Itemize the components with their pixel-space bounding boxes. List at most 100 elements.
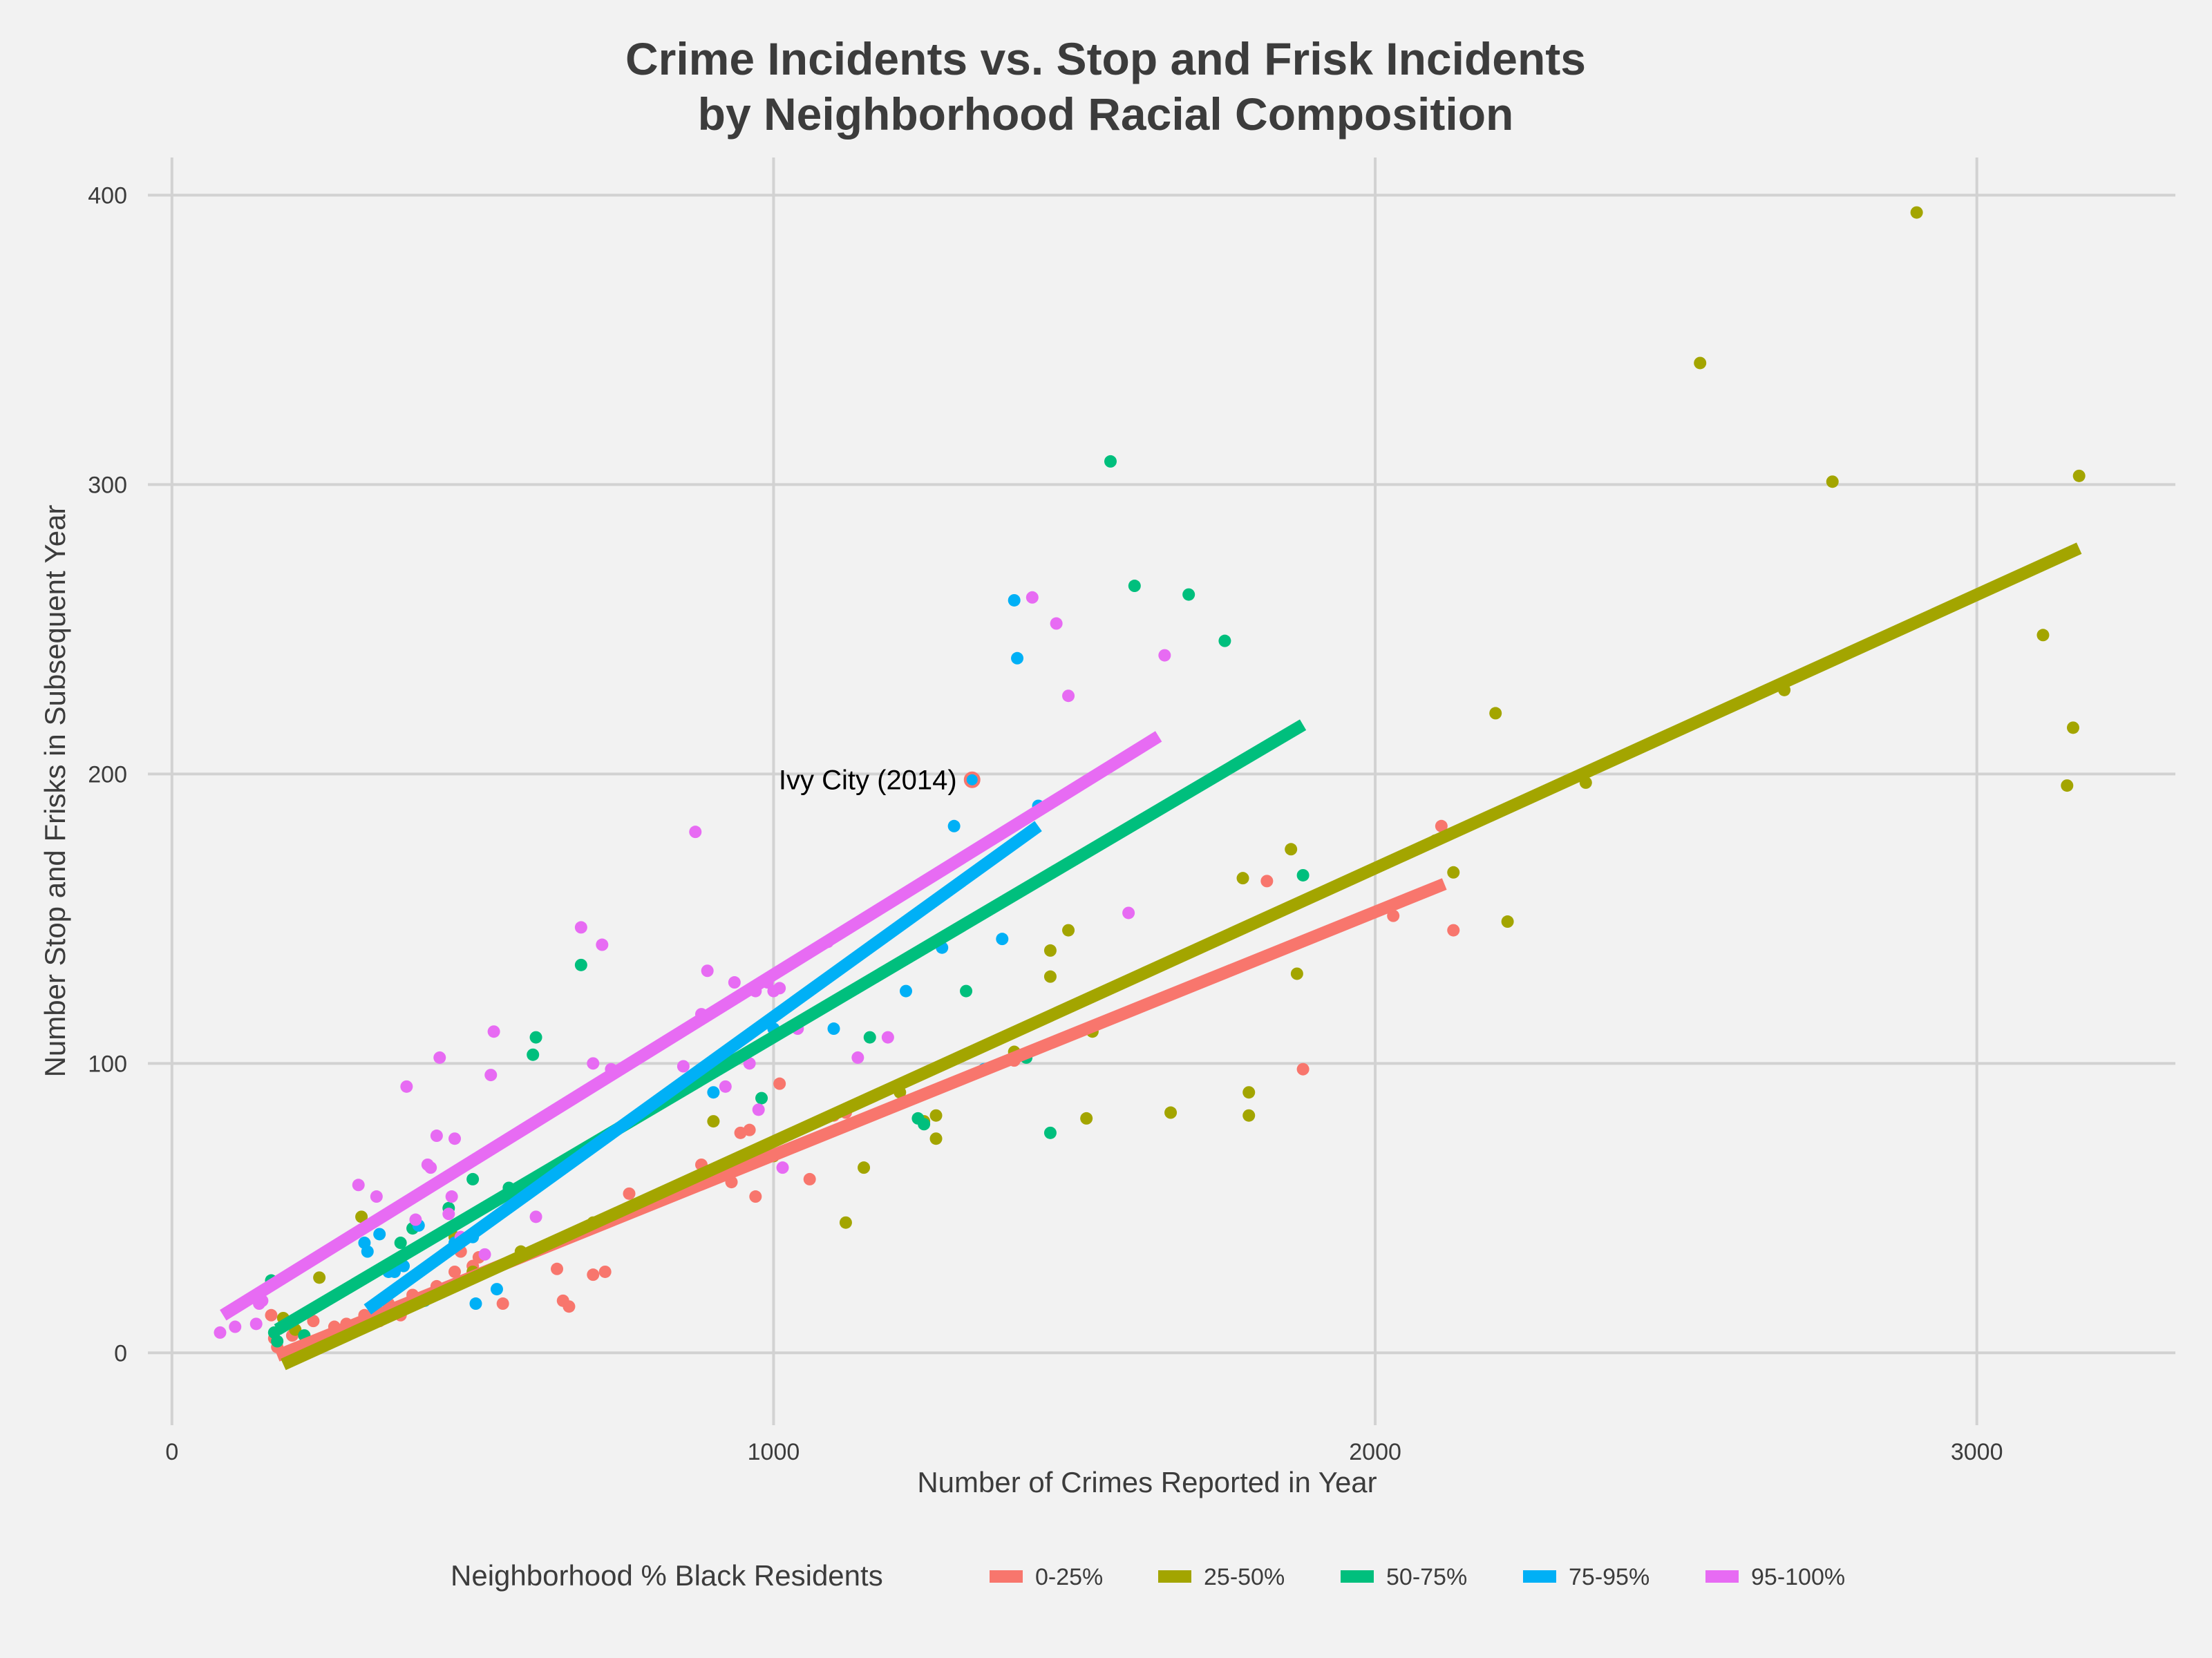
point-95-100-42 <box>1025 591 1039 604</box>
chart-title-line-1: Crime Incidents vs. Stop and Frisk Incid… <box>625 33 1586 84</box>
point-95-100-25 <box>677 1060 690 1073</box>
point-0-25-33 <box>773 1077 786 1090</box>
point-0-25-22 <box>551 1262 564 1275</box>
x-tick-label-3000: 3000 <box>1951 1439 2003 1465</box>
legend-label-0-25: 0-25% <box>1035 1564 1103 1590</box>
chart-title-line-2: by Neighborhood Racial Composition <box>698 88 1514 140</box>
point-25-50-24 <box>1242 1086 1256 1099</box>
point-50-75-2 <box>271 1335 284 1348</box>
point-25-50-30 <box>1489 707 1502 720</box>
point-95-100-21 <box>574 921 587 934</box>
point-25-50-8 <box>707 1115 720 1128</box>
legend-label-75-95: 75-95% <box>1569 1564 1649 1590</box>
point-95-100-28 <box>701 964 714 978</box>
trend-line-50-75 <box>274 719 1307 1335</box>
point-95-100-5 <box>352 1179 365 1192</box>
point-0-25-31 <box>743 1123 756 1136</box>
legend-title: Neighborhood % Black Residents <box>451 1559 883 1592</box>
point-0-25-39 <box>1296 1063 1310 1076</box>
point-75-95-15 <box>827 1022 840 1036</box>
point-25-50-25 <box>1242 1109 1256 1122</box>
point-25-50-2 <box>313 1271 326 1284</box>
point-95-100-41 <box>881 1031 894 1044</box>
point-95-100-10 <box>424 1161 437 1174</box>
point-0-25-41 <box>1435 819 1448 832</box>
point-25-50-37 <box>2036 629 2050 642</box>
point-25-50-35 <box>1826 475 1839 488</box>
point-50-75-21 <box>1043 1126 1057 1139</box>
y-tick-label-0: 0 <box>114 1340 127 1366</box>
point-25-50-23 <box>1236 872 1249 885</box>
point-75-95-13 <box>707 1086 720 1099</box>
point-25-50-33 <box>1694 356 1707 370</box>
point-95-100-0 <box>214 1326 227 1339</box>
point-25-50-40 <box>2072 469 2086 482</box>
point-50-75-15 <box>755 1092 768 1105</box>
point-95-100-14 <box>445 1190 458 1203</box>
point-50-75-26 <box>1296 868 1310 882</box>
point-50-75-23 <box>1128 580 1141 593</box>
point-95-100-20 <box>529 1210 542 1223</box>
annotation-label-0: Ivy City (2014) <box>779 765 957 796</box>
point-0-25-5 <box>307 1315 320 1328</box>
point-95-100-1 <box>229 1320 242 1333</box>
point-25-50-19 <box>1062 924 1075 937</box>
point-25-50-14 <box>929 1109 943 1122</box>
y-tick-label-200: 200 <box>88 761 127 788</box>
point-95-100-30 <box>728 976 741 989</box>
point-0-25-38 <box>1260 875 1274 888</box>
point-95-100-11 <box>430 1130 443 1143</box>
point-95-100-22 <box>587 1057 600 1070</box>
x-tick-label-2000: 2000 <box>1349 1439 1401 1465</box>
point-25-50-11 <box>858 1161 871 1174</box>
point-25-50-26 <box>1285 843 1298 856</box>
trend-line-75-95 <box>363 821 1042 1315</box>
point-75-95-11 <box>469 1297 482 1311</box>
point-0-25-0 <box>265 1308 278 1322</box>
point-50-75-4 <box>394 1237 407 1250</box>
point-95-100-40 <box>851 1051 864 1064</box>
legend-label-95-100: 95-100% <box>1751 1564 1845 1590</box>
point-75-95-22 <box>1011 651 1024 665</box>
point-95-100-23 <box>596 938 609 951</box>
point-50-75-10 <box>529 1031 542 1044</box>
point-95-100-2 <box>249 1317 263 1331</box>
point-0-25-16 <box>448 1265 462 1278</box>
point-95-100-36 <box>773 982 786 995</box>
point-25-50-29 <box>1447 866 1460 879</box>
point-95-100-12 <box>433 1051 446 1064</box>
point-25-50-36 <box>1910 206 1923 219</box>
point-95-100-18 <box>484 1069 498 1082</box>
legend-label-25-50: 25-50% <box>1204 1564 1285 1590</box>
x-tick-label-0: 0 <box>165 1439 178 1465</box>
point-50-75-19 <box>960 984 973 998</box>
point-95-100-45 <box>1122 906 1135 919</box>
x-axis-title: Number of Crimes Reported in Year <box>917 1466 1377 1498</box>
annotations: Ivy City (2014) <box>779 765 981 796</box>
point-75-95-12 <box>490 1283 503 1296</box>
point-25-50-39 <box>2066 721 2079 734</box>
annotation-point-0 <box>963 771 981 788</box>
point-25-50-18 <box>1043 970 1057 983</box>
point-0-25-25 <box>587 1268 600 1281</box>
point-50-75-9 <box>527 1048 540 1061</box>
point-25-50-22 <box>1164 1106 1178 1119</box>
point-95-100-26 <box>689 826 702 839</box>
point-95-100-37 <box>776 1161 789 1174</box>
point-95-100-43 <box>1050 617 1063 630</box>
grid-lines <box>148 158 2175 1425</box>
point-95-100-13 <box>442 1208 455 1221</box>
point-0-25-40 <box>1387 909 1400 922</box>
point-95-100-33 <box>752 1103 765 1116</box>
point-95-100-7 <box>400 1080 413 1093</box>
point-25-50-20 <box>1080 1112 1093 1125</box>
point-95-100-6 <box>370 1190 383 1203</box>
point-50-75-22 <box>1104 455 1117 468</box>
legend-label-50-75: 50-75% <box>1386 1564 1467 1590</box>
point-95-100-15 <box>448 1132 462 1145</box>
point-0-25-32 <box>749 1190 762 1203</box>
x-tick-label-1000: 1000 <box>748 1439 800 1465</box>
point-95-100-46 <box>1158 649 1171 662</box>
